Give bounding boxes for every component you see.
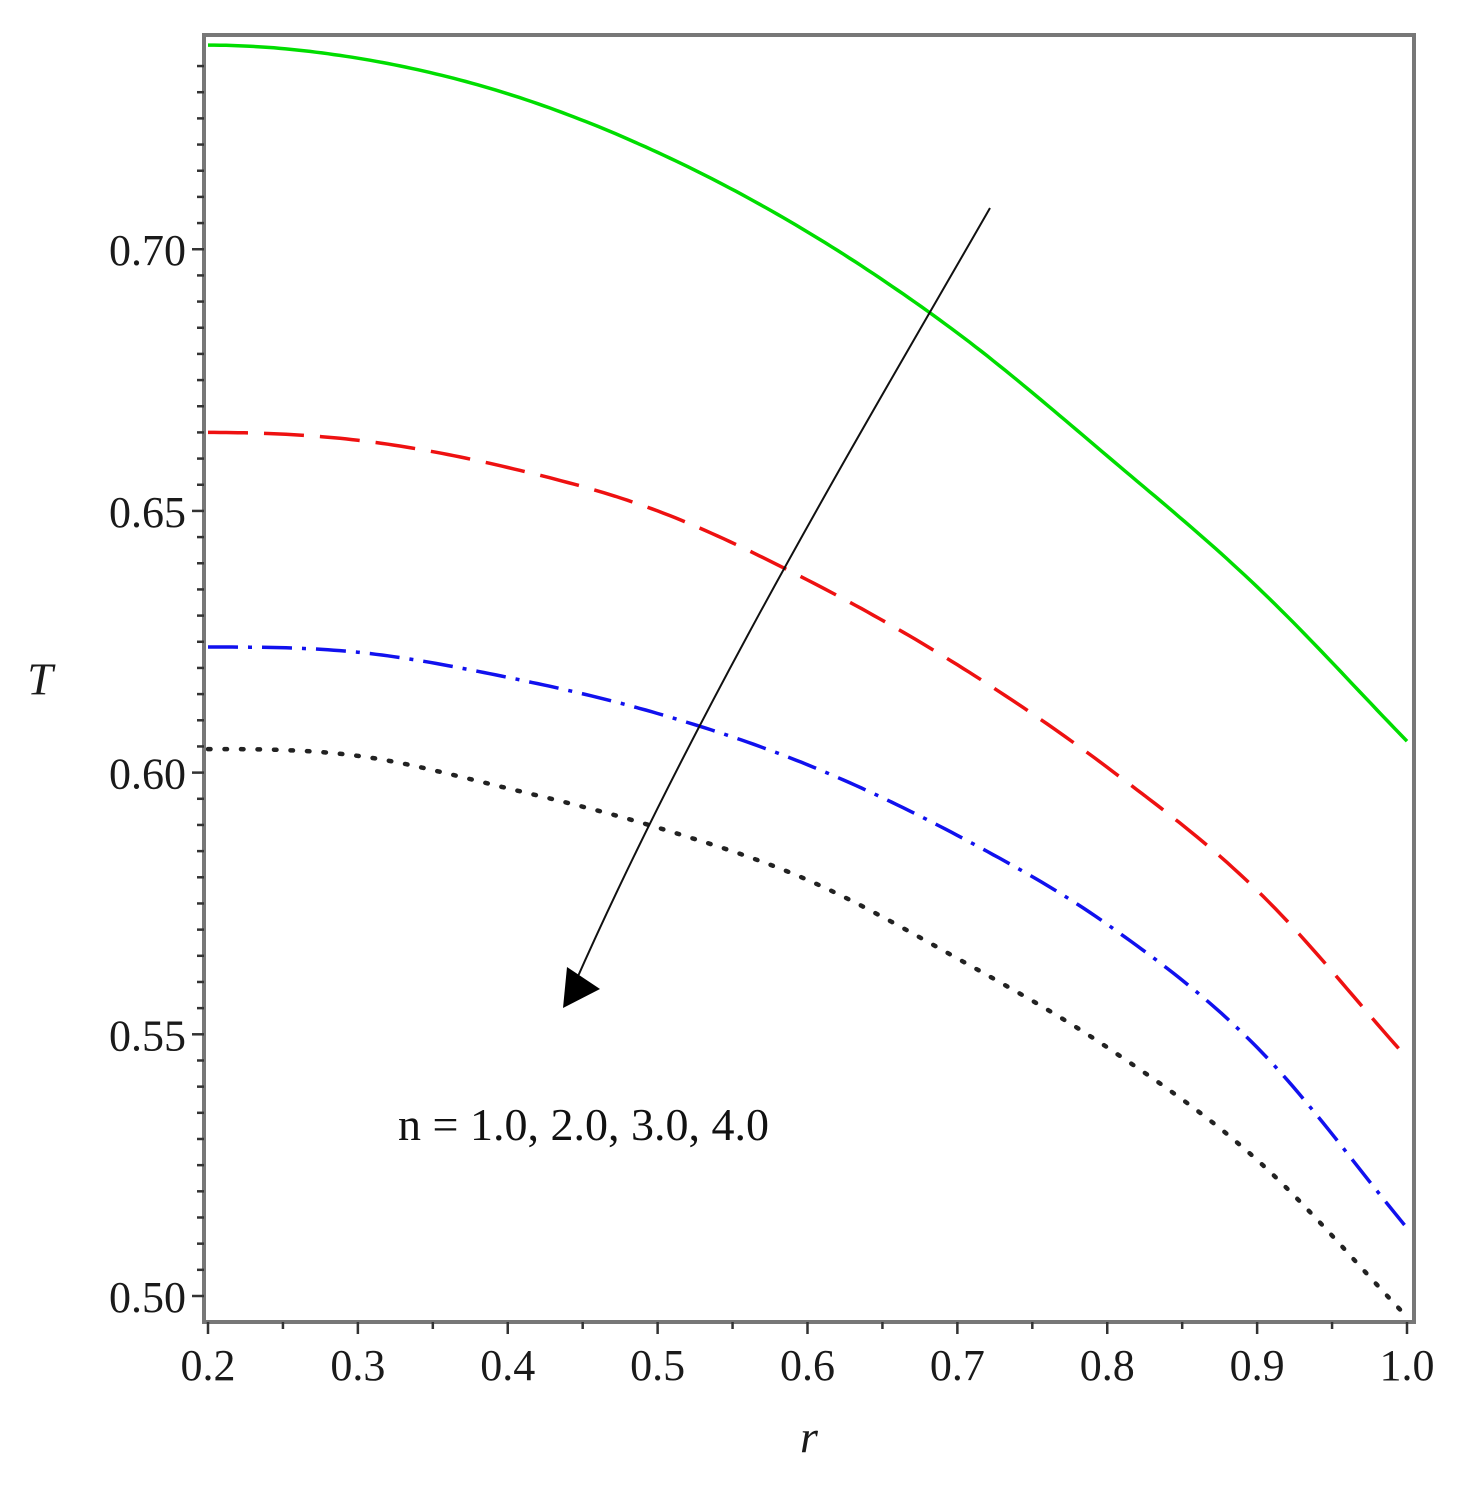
series-line-3 <box>208 645 1409 1230</box>
y-tick-label: 0.50 <box>109 1273 186 1322</box>
y-axis-title: T <box>27 654 56 705</box>
y-tick-label: 0.70 <box>109 226 186 275</box>
arrow-head <box>563 967 600 1008</box>
x-tick-label: 0.4 <box>480 1341 535 1390</box>
x-tick-label: 1.0 <box>1380 1341 1435 1390</box>
series-line-2 <box>208 430 1409 1060</box>
y-tick-label: 0.60 <box>109 750 186 799</box>
plot-frame <box>202 33 1416 1324</box>
x-tick-label: 0.3 <box>330 1341 385 1390</box>
y-tick-label: 0.55 <box>109 1011 186 1060</box>
x-tick-label: 0.6 <box>780 1341 835 1390</box>
y-tick-label: 0.65 <box>109 488 186 537</box>
arrow-line <box>574 207 991 984</box>
x-tick-label: 0.5 <box>630 1341 685 1390</box>
series-line-1 <box>208 43 1409 743</box>
annotation-n-values: n = 1.0, 2.0, 3.0, 4.0 <box>398 1099 769 1150</box>
x-axis-title: r <box>800 1411 819 1462</box>
axis-ticks: 0.2 0.3 0.4 0.5 0.6 0.7 0.8 0.9 1.0 0.50 0.55 0.60 0… <box>109 64 1435 1390</box>
series-line-4 <box>205 746 1410 1320</box>
x-tick-label: 0.2 <box>181 1341 236 1390</box>
x-tick-label: 0.8 <box>1080 1341 1135 1390</box>
chart-marks <box>205 43 1410 1320</box>
trend-arrow <box>563 207 991 1008</box>
x-tick-label: 0.9 <box>1230 1341 1285 1390</box>
x-tick-label: 0.7 <box>930 1341 985 1390</box>
